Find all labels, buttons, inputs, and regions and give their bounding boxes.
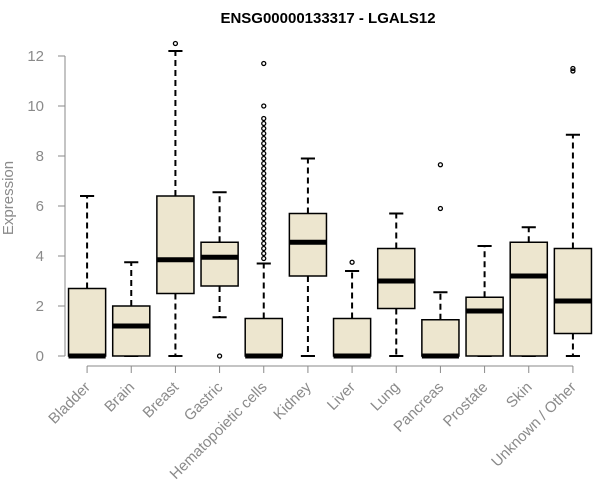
box-group-kidney: [288, 157, 328, 357]
outlier-point: [261, 240, 267, 247]
box-rect: [465, 296, 504, 357]
box-group-unknown-other: [553, 65, 593, 357]
x-tick-label: Liver: [324, 379, 359, 414]
box-rect: [509, 241, 549, 357]
x-tick-label: Breast: [140, 378, 183, 421]
outlier-point: [261, 120, 267, 127]
box-group-hematopoietic-cells: [244, 60, 284, 359]
chart-title: ENSG00000133317 - LGALS12: [220, 10, 435, 27]
outlier-point: [261, 185, 267, 192]
box-group-gastric: [200, 191, 239, 359]
y-axis-label: Expression: [0, 161, 17, 235]
outlier-point: [261, 210, 267, 217]
outlier-point: [261, 125, 267, 132]
outlier-point: [349, 259, 355, 265]
box-rect: [332, 317, 372, 357]
outlier-point: [261, 165, 267, 172]
boxes-layer: [67, 40, 593, 359]
box-group-lung: [376, 212, 416, 357]
x-tick-label: Kidney: [270, 378, 315, 423]
outlier-point: [437, 205, 444, 212]
x-tick-label: Unknown / Other: [488, 379, 580, 471]
y-tick-label: 6: [36, 198, 44, 215]
outlier-point: [570, 68, 576, 74]
outlier-point: [261, 220, 267, 227]
outlier-point: [216, 353, 223, 359]
outlier-point: [261, 115, 267, 122]
outlier-point: [261, 190, 267, 197]
outlier-point: [261, 200, 267, 207]
box-rect: [156, 195, 195, 295]
outlier-point: [261, 135, 267, 142]
outlier-point: [261, 250, 267, 257]
y-tick-label: 8: [36, 148, 44, 165]
outlier-point: [570, 65, 576, 72]
box-rect: [67, 287, 107, 357]
box-rect: [244, 317, 284, 357]
outlier-point: [261, 205, 267, 212]
outlier-point: [172, 40, 179, 47]
y-axis: 0 2 4 6 8 10 12: [27, 48, 66, 365]
outlier-point: [261, 155, 267, 162]
outlier-point: [261, 130, 267, 137]
box-rect: [553, 247, 593, 335]
outlier-point: [261, 145, 267, 152]
x-tick-label: Skin: [503, 379, 536, 412]
outlier-point: [261, 225, 267, 232]
outlier-point: [261, 215, 267, 222]
box-group-prostate: [465, 245, 504, 357]
y-tick-label: 4: [36, 248, 44, 265]
outlier-point: [261, 170, 267, 177]
x-tick-label: Bladder: [45, 379, 94, 428]
box-rect: [111, 305, 151, 357]
y-tick-label: 12: [27, 48, 44, 65]
outlier-point: [261, 150, 267, 157]
x-tick-label: Brain: [101, 379, 138, 416]
outlier-point: [437, 162, 444, 168]
box-rect: [200, 241, 239, 287]
outlier-point: [261, 60, 267, 67]
box-group-brain: [111, 261, 151, 357]
outlier-point: [261, 175, 267, 182]
outlier-point: [261, 235, 267, 242]
y-tick-label: 10: [27, 98, 44, 115]
outlier-point: [261, 230, 267, 237]
box-group-pancreas: [421, 162, 460, 359]
x-tick-label: Prostate: [440, 379, 492, 431]
outlier-point: [261, 103, 267, 109]
outlier-point: [261, 140, 267, 147]
y-tick-label: 2: [36, 298, 44, 315]
outlier-point: [261, 195, 267, 202]
box-group-skin: [509, 226, 549, 357]
box-rect: [421, 319, 460, 357]
outlier-point: [261, 160, 267, 167]
box-group-liver: [332, 259, 372, 359]
outlier-point: [261, 255, 267, 262]
x-tick-label: Lung: [367, 379, 403, 415]
box-group-bladder: [67, 195, 107, 359]
outlier-point: [261, 245, 267, 252]
y-tick-label: 0: [36, 348, 44, 365]
box-group-breast: [156, 40, 195, 357]
outlier-point: [261, 180, 267, 187]
